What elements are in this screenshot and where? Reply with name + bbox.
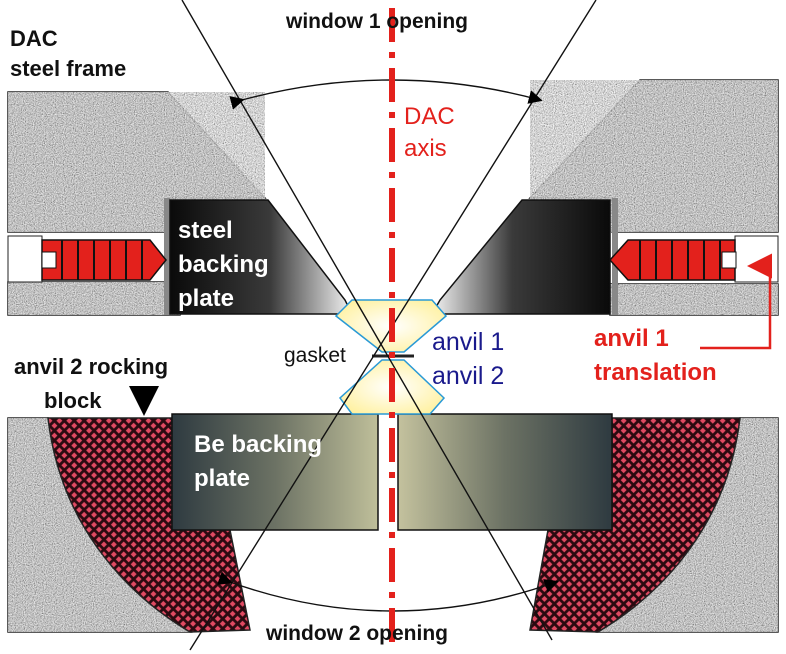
- label-translation-1: anvil 1: [594, 325, 669, 352]
- steel-backing-plate-right: [430, 199, 611, 315]
- label-dac-frame-2: steel frame: [10, 56, 126, 81]
- rocking-block-left: [47, 417, 251, 633]
- label-anvil2: anvil 2: [432, 362, 504, 390]
- label-be-plate-2: plate: [194, 465, 250, 492]
- label-steel-plate-1: steel: [178, 217, 233, 244]
- label-be-plate-1: Be backing: [194, 431, 322, 458]
- label-steel-plate-3: plate: [178, 285, 234, 312]
- translation-arrow: [700, 253, 772, 350]
- label-steel-plate-2: backing: [178, 251, 269, 278]
- screw-left: [7, 235, 167, 283]
- screw-right: [608, 235, 779, 283]
- label-window2: window 2 opening: [265, 622, 448, 645]
- rocking-block-right: [529, 417, 741, 633]
- be-backing-plate-left: [171, 413, 379, 531]
- label-gasket: gasket: [284, 344, 346, 367]
- label-dac-axis-1: DAC: [404, 103, 455, 130]
- upper-right-steel-frame: [528, 79, 779, 316]
- label-anvil1: anvil 1: [432, 328, 504, 356]
- label-window1: window 1 opening: [285, 10, 468, 33]
- label-dac-axis-2: axis: [404, 135, 447, 162]
- label-dac-frame-1: DAC: [10, 26, 58, 51]
- label-rocking-1: anvil 2 rocking: [14, 354, 168, 379]
- label-rocking-2: block: [44, 388, 102, 413]
- upper-left-steel-frame: [7, 91, 267, 316]
- be-backing-plate-right: [397, 413, 613, 531]
- label-translation-2: translation: [594, 359, 717, 386]
